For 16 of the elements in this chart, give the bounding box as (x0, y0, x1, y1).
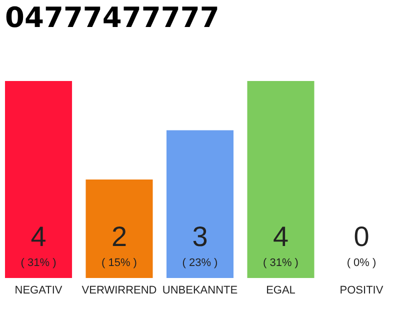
x-tick-label: EGAL (266, 284, 296, 296)
annotation: ( 31% ) (20, 257, 56, 269)
data-label: 4 (272, 221, 289, 252)
annotation: ( 0% ) (346, 257, 376, 269)
x-tick-label: VERWIRREND (82, 284, 157, 296)
data-label: 3 (192, 221, 208, 252)
x-tick-label: NEGATIV (14, 284, 63, 296)
chart-title: 04777477777 (5, 1, 220, 34)
x-tick-label: UNBEKANNTE (162, 284, 238, 296)
annotation: ( 15% ) (102, 257, 137, 269)
x-tick-label: POSITIV (340, 284, 384, 296)
annotation: ( 23% ) (182, 257, 218, 269)
data-label: 0 (354, 221, 370, 252)
annotation: ( 31% ) (263, 257, 298, 269)
data-label: 4 (30, 221, 46, 252)
data-label: 2 (111, 221, 128, 252)
